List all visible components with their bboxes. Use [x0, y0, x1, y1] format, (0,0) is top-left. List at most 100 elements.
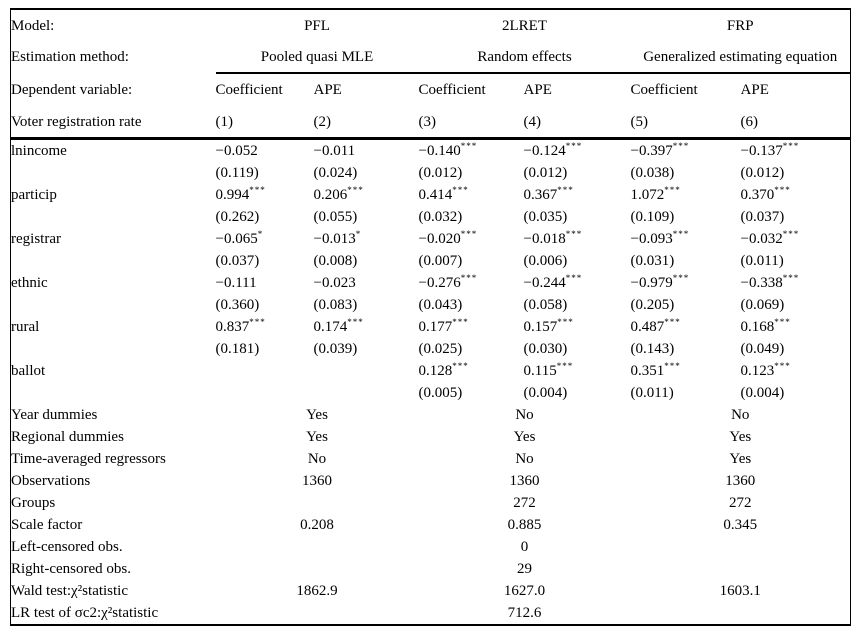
stderror-cell: (0.024): [313, 165, 358, 181]
estimation-method-2lret: Random effects: [418, 42, 631, 74]
summary-value: 712.6: [507, 605, 542, 621]
significance-stars: ***: [452, 317, 469, 327]
estimate-cell: −0.020***: [419, 228, 524, 250]
summary-row: Observations 1360 1360 1360: [11, 470, 851, 492]
estimation-method-frp: Generalized estimating equation: [630, 42, 851, 74]
significance-stars: ***: [672, 229, 690, 239]
summary-label: Time-averaged regressors: [11, 451, 166, 467]
stderror-cell: (0.049): [740, 341, 785, 357]
estimate-value: 0.174: [313, 319, 348, 335]
summary-label: LR test of σc2:χ²statistic: [11, 605, 159, 621]
estimate-cell: −0.137***: [741, 139, 851, 163]
stderror-cell: (0.037): [740, 209, 785, 225]
estimate-value: −0.052: [215, 143, 258, 159]
summary-row: Regional dummies Yes Yes Yes: [11, 426, 851, 448]
significance-stars: ***: [556, 361, 574, 371]
regression-results-table: Model: PFL 2LRET FRP Estimation method: …: [10, 8, 852, 626]
empty-label-cell: [11, 338, 216, 360]
stderror-cell: (0.008): [313, 253, 358, 269]
estimate-value: 0.487: [630, 319, 665, 335]
variable-estimate-row: ethnic −0.111 −0.023 −0.276*** −0.244*** −0.9…: [11, 272, 851, 294]
significance-stars: ***: [460, 229, 478, 239]
stderror-cell: [314, 382, 419, 404]
estimate-cell: 0.351***: [631, 360, 741, 382]
summary-row: Left-censored obs. 0: [11, 536, 851, 558]
estimate-value: 0.994: [215, 187, 250, 203]
summary-row: Year dummies Yes No No: [11, 404, 851, 426]
stderror-cell: (0.031): [630, 253, 675, 269]
estimate-cell: 0.115***: [524, 360, 631, 382]
coefficients-section: lnincome −0.052 −0.011 −0.140*** −0.124*** −0…: [11, 139, 851, 405]
significance-stars: *: [355, 229, 362, 239]
stderror-cell: (0.181): [215, 341, 260, 357]
summary-row: Time-averaged regressors No No Yes: [11, 448, 851, 470]
summary-value: No: [515, 407, 534, 423]
estimate-value: 0.128: [418, 363, 453, 379]
estimate-cell: 0.370***: [741, 184, 851, 206]
estimate-value: −0.276: [418, 275, 461, 291]
stderror-cell: (0.004): [740, 385, 785, 401]
significance-stars: ***: [460, 141, 478, 151]
estimate-value: −0.137: [740, 143, 783, 159]
estimate-cell: −0.013*: [314, 228, 419, 250]
summary-row: Wald test:χ²statistic 1862.9 1627.0 1603.1: [11, 580, 851, 602]
estimate-cell: 0.994***: [216, 184, 314, 206]
significance-stars: ***: [774, 317, 791, 327]
variable-estimate-row: registrar −0.065* −0.013* −0.020*** −0.018**…: [11, 228, 851, 250]
stderror-cell: (0.360): [215, 297, 260, 313]
estimate-cell: 0.487***: [631, 316, 741, 338]
summary-value: [216, 492, 419, 514]
estimate-value: −0.244: [523, 275, 566, 291]
variable-stderror-row: (0.181) (0.039) (0.025) (0.030) (0.143) (0.04…: [11, 338, 851, 360]
significance-stars: ***: [557, 317, 574, 327]
summary-value: [631, 602, 851, 625]
empty-label-cell: [11, 162, 216, 184]
summary-value: No: [515, 451, 534, 467]
stderror-cell: (0.006): [523, 253, 568, 269]
summary-section: Year dummies Yes No No Regional dummies Yes Ye…: [11, 404, 851, 625]
estimate-cell: −0.052: [216, 139, 314, 163]
estimate-value: 0.157: [523, 319, 558, 335]
model-name-pfl: PFL: [304, 17, 330, 34]
stderror-cell: (0.007): [418, 253, 463, 269]
stderror-cell: (0.083): [313, 297, 358, 313]
estimation-method-row: Estimation method: Pooled quasi MLE Rand…: [11, 42, 851, 74]
column-number: (1): [215, 107, 314, 140]
empty-label-cell: [11, 294, 216, 316]
estimate-value: 0.351: [630, 363, 665, 379]
summary-label: Year dummies: [11, 407, 98, 423]
significance-stars: ***: [565, 273, 583, 283]
column-number: (6): [740, 107, 851, 140]
estimate-value: −0.397: [630, 143, 673, 159]
column-number: (2): [313, 107, 419, 140]
estimate-cell: −0.244***: [524, 272, 631, 294]
dependent-variable-name: Voter registration rate: [10, 107, 216, 140]
estimate-value: 0.177: [418, 319, 453, 335]
stderror-cell: (0.058): [523, 297, 568, 313]
summary-value: No: [307, 451, 327, 467]
stderror-cell: (0.011): [740, 253, 784, 269]
estimate-value: −0.338: [740, 275, 783, 291]
variable-estimate-row: lnincome −0.052 −0.011 −0.140*** −0.124*** −0…: [11, 139, 851, 163]
estimate-cell: 0.168***: [741, 316, 851, 338]
estimate-cell: −0.338***: [741, 272, 851, 294]
estimate-value: −0.065: [215, 231, 258, 247]
summary-row: Right-censored obs. 29: [11, 558, 851, 580]
stderror-cell: (0.143): [630, 341, 675, 357]
significance-stars: ***: [347, 185, 364, 195]
variable-label: rural: [11, 319, 40, 335]
variable-label: lnincome: [11, 143, 67, 159]
summary-value: Yes: [306, 429, 328, 445]
column-type: APE: [523, 82, 552, 98]
estimate-value: −0.032: [740, 231, 783, 247]
estimate-value: 0.115: [523, 363, 557, 379]
estimate-cell: −0.111: [216, 272, 314, 294]
variable-label: ballot: [11, 363, 46, 379]
stderror-cell: (0.025): [418, 341, 463, 357]
column-type: APE: [740, 82, 769, 98]
estimate-cell: 0.367***: [524, 184, 631, 206]
estimate-cell: 0.157***: [524, 316, 631, 338]
stderror-cell: (0.043): [418, 297, 463, 313]
summary-value: Yes: [729, 451, 752, 467]
